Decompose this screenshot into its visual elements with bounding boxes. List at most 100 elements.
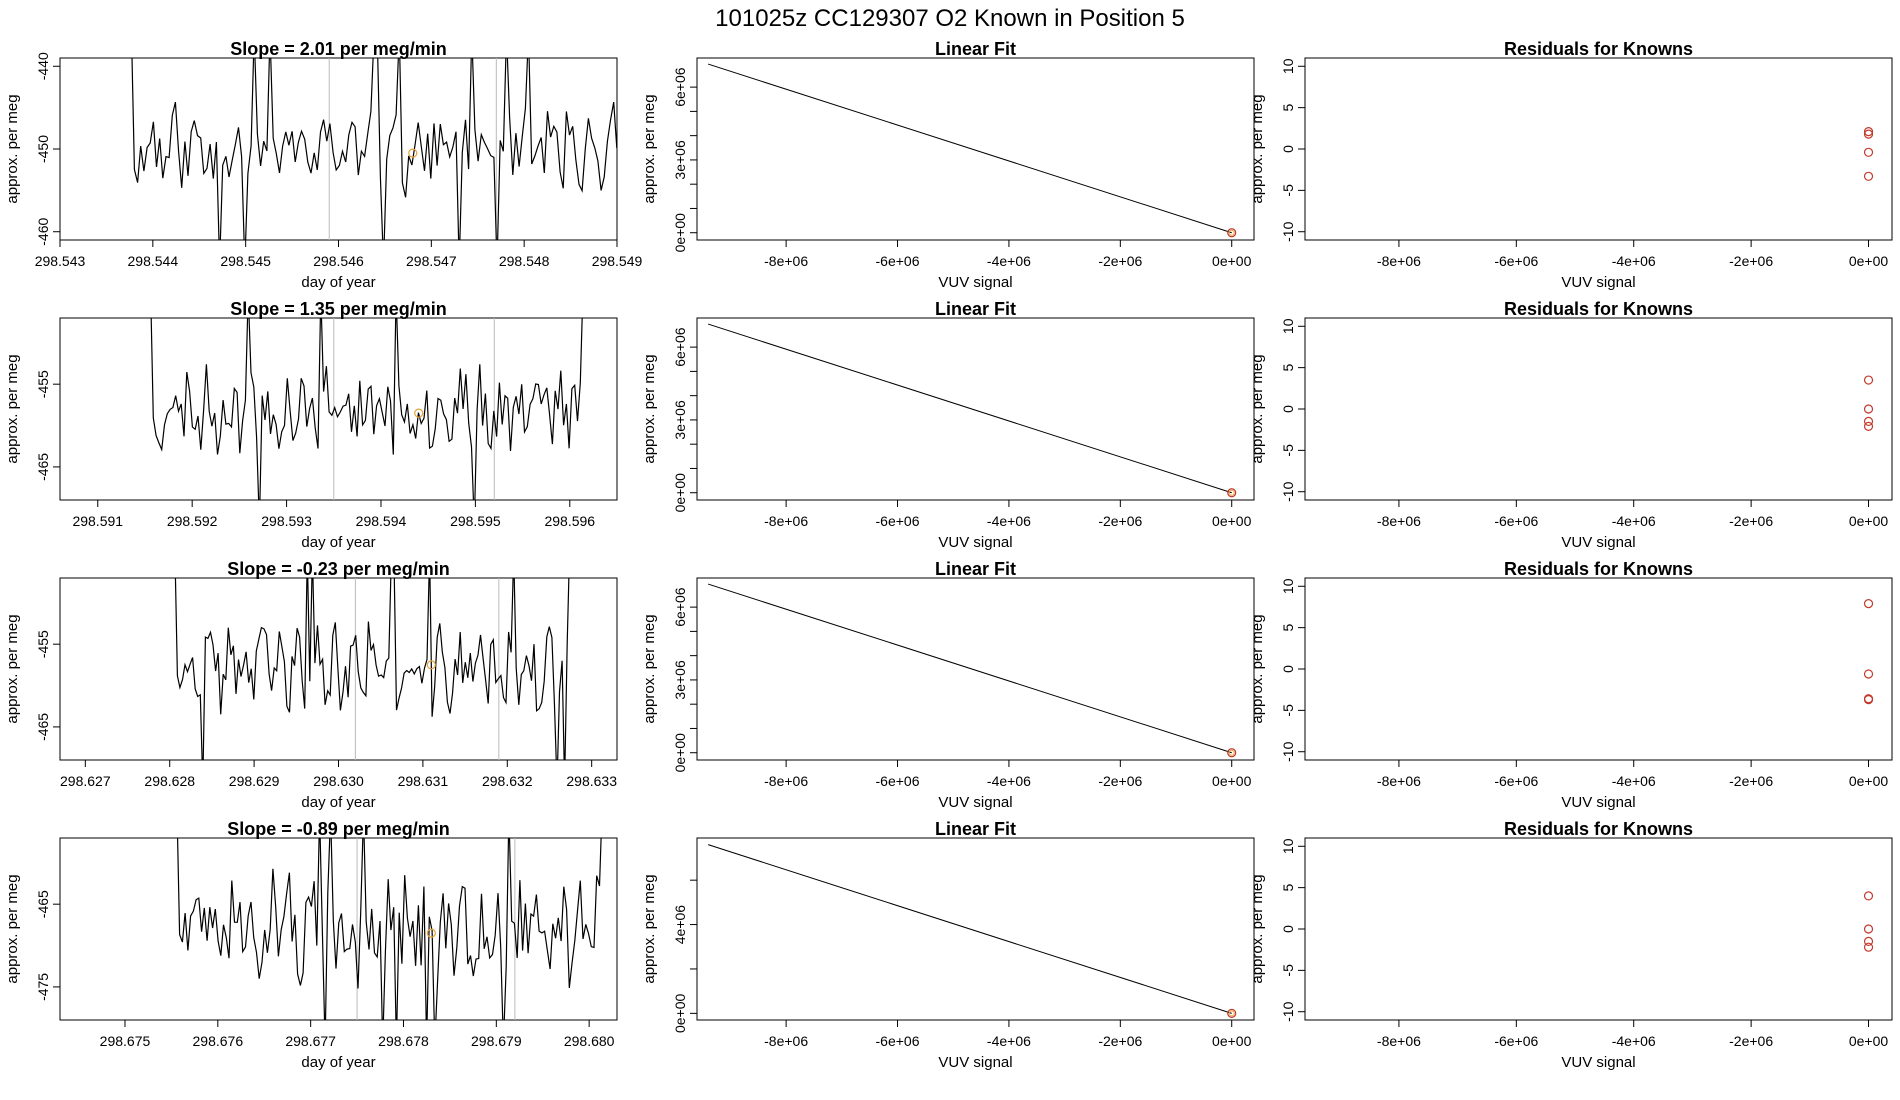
known-marker	[414, 408, 424, 418]
y-tick-label: 6e+06	[672, 587, 688, 627]
plot-frame	[1304, 317, 1893, 501]
x-tick-label: -6e+06	[1494, 773, 1538, 789]
y-axis-label: approx. per meg	[4, 614, 21, 723]
x-tick-label: -2e+06	[1098, 773, 1142, 789]
y-tick-label: -465	[35, 453, 51, 481]
y-axis-label: approx. per meg	[4, 94, 21, 203]
residual-point	[1863, 404, 1874, 414]
plot-frame	[696, 317, 1255, 501]
residuals-panel: Residuals for Knowns VUV signal approx. pe…	[1249, 299, 1893, 551]
x-tick-label: -4e+06	[987, 253, 1031, 269]
x-tick-label: 298.632	[482, 773, 533, 789]
y-tick-label: -5	[1280, 184, 1296, 197]
y-tick-label: 4e+06	[672, 905, 688, 945]
y-tick-label: 5	[1280, 884, 1296, 892]
fit-line	[707, 844, 1232, 1014]
y-axis-label: approx. per meg	[4, 874, 21, 983]
x-tick-label: 298.679	[471, 1033, 522, 1049]
x-tick-label: 298.680	[564, 1033, 615, 1049]
panel-title: Slope = -0.89 per meg/min	[227, 819, 450, 839]
y-tick-label: -465	[35, 713, 51, 741]
x-axis-label: VUV signal	[1561, 274, 1635, 291]
y-tick-label: 3e+06	[672, 400, 688, 440]
residual-point	[1863, 695, 1874, 705]
panel-title: Linear Fit	[935, 39, 1016, 59]
timeseries-line	[174, 578, 570, 760]
x-tick-label: -8e+06	[764, 1033, 808, 1049]
x-tick-label: 298.594	[356, 513, 407, 529]
y-tick-label: 0e+00	[672, 213, 688, 253]
x-axis-label: VUV signal	[938, 1054, 1012, 1071]
y-tick-label: 0	[1280, 665, 1296, 673]
x-tick-label: -4e+06	[987, 773, 1031, 789]
x-tick-label: 0e+00	[1212, 773, 1252, 789]
residual-point	[1863, 891, 1874, 901]
x-tick-label: -2e+06	[1729, 513, 1773, 529]
y-tick-label: -10	[1280, 741, 1296, 761]
x-tick-label: 298.630	[313, 773, 364, 789]
y-tick-label: 0	[1280, 925, 1296, 933]
x-tick-label: 0e+00	[1212, 1033, 1252, 1049]
x-tick-label: -8e+06	[1377, 513, 1421, 529]
linear-fit-panel: Linear Fit VUV signal approx. per meg -8e+0…	[641, 559, 1255, 811]
linear-fit-panel: Linear Fit VUV signal approx. per meg -8e+0…	[641, 39, 1255, 291]
plot-frame	[696, 57, 1255, 241]
figure-title: 101025z CC129307 O2 Known in Position 5	[715, 5, 1185, 32]
y-axis-label: approx. per meg	[641, 354, 658, 463]
x-tick-label: -8e+06	[764, 513, 808, 529]
residual-point	[1863, 129, 1874, 139]
fit-line	[707, 63, 1232, 234]
x-axis-label: VUV signal	[1561, 534, 1635, 551]
x-tick-label: 298.543	[35, 253, 86, 269]
residual-point	[1863, 669, 1874, 679]
panel-row-3: Slope = -0.23 per meg/min day of year appr…	[4, 559, 1893, 811]
x-tick-label: -6e+06	[876, 253, 920, 269]
fit-point-inner	[1228, 489, 1235, 496]
x-tick-label: 298.633	[566, 773, 617, 789]
y-tick-label: -460	[35, 218, 51, 246]
y-tick-label: -455	[35, 370, 51, 398]
fit-point-inner	[1228, 1010, 1235, 1017]
y-tick-label: 5	[1280, 104, 1296, 112]
x-tick-label: 298.546	[313, 253, 364, 269]
known-marker	[408, 148, 418, 158]
y-tick-label: 10	[1280, 578, 1296, 594]
y-axis-label: approx. per meg	[1249, 354, 1266, 463]
x-tick-label: -6e+06	[1494, 253, 1538, 269]
x-tick-label: -4e+06	[1612, 773, 1656, 789]
x-tick-label: -6e+06	[1494, 1033, 1538, 1049]
y-tick-label: 0	[1280, 145, 1296, 153]
panel-title: Slope = 2.01 per meg/min	[230, 39, 447, 59]
y-tick-label: -5	[1280, 444, 1296, 457]
y-tick-label: -465	[35, 890, 51, 918]
residual-point	[1863, 416, 1874, 427]
x-tick-label: 298.628	[144, 773, 195, 789]
y-tick-label: -5	[1280, 704, 1296, 717]
x-tick-label: -2e+06	[1098, 1033, 1142, 1049]
x-axis-label: VUV signal	[1561, 794, 1635, 811]
x-axis-label: day of year	[301, 274, 375, 291]
plot-frame	[696, 577, 1255, 761]
x-axis-label: day of year	[301, 534, 375, 551]
x-tick-label: -4e+06	[1612, 253, 1656, 269]
known-marker	[426, 660, 436, 670]
x-tick-label: 0e+00	[1849, 253, 1889, 269]
x-tick-label: 298.545	[220, 253, 271, 269]
x-tick-label: 298.549	[592, 253, 643, 269]
plot-frame	[1304, 577, 1893, 761]
x-tick-label: 298.544	[128, 253, 179, 269]
timeseries-line	[150, 318, 583, 500]
fit-point-inner	[1228, 229, 1235, 236]
x-tick-label: 0e+00	[1212, 253, 1252, 269]
y-tick-label: 10	[1280, 318, 1296, 334]
fit-point	[1227, 488, 1237, 498]
x-tick-label: -2e+06	[1729, 773, 1773, 789]
y-axis-label: approx. per meg	[1249, 614, 1266, 723]
y-axis-label: approx. per meg	[641, 874, 658, 983]
timeseries-line	[176, 838, 602, 1020]
x-tick-label: 298.595	[450, 513, 501, 529]
residual-point	[1863, 924, 1874, 934]
panel-title: Slope = 1.35 per meg/min	[230, 299, 447, 319]
x-tick-label: -8e+06	[764, 773, 808, 789]
y-tick-label: -450	[35, 135, 51, 163]
